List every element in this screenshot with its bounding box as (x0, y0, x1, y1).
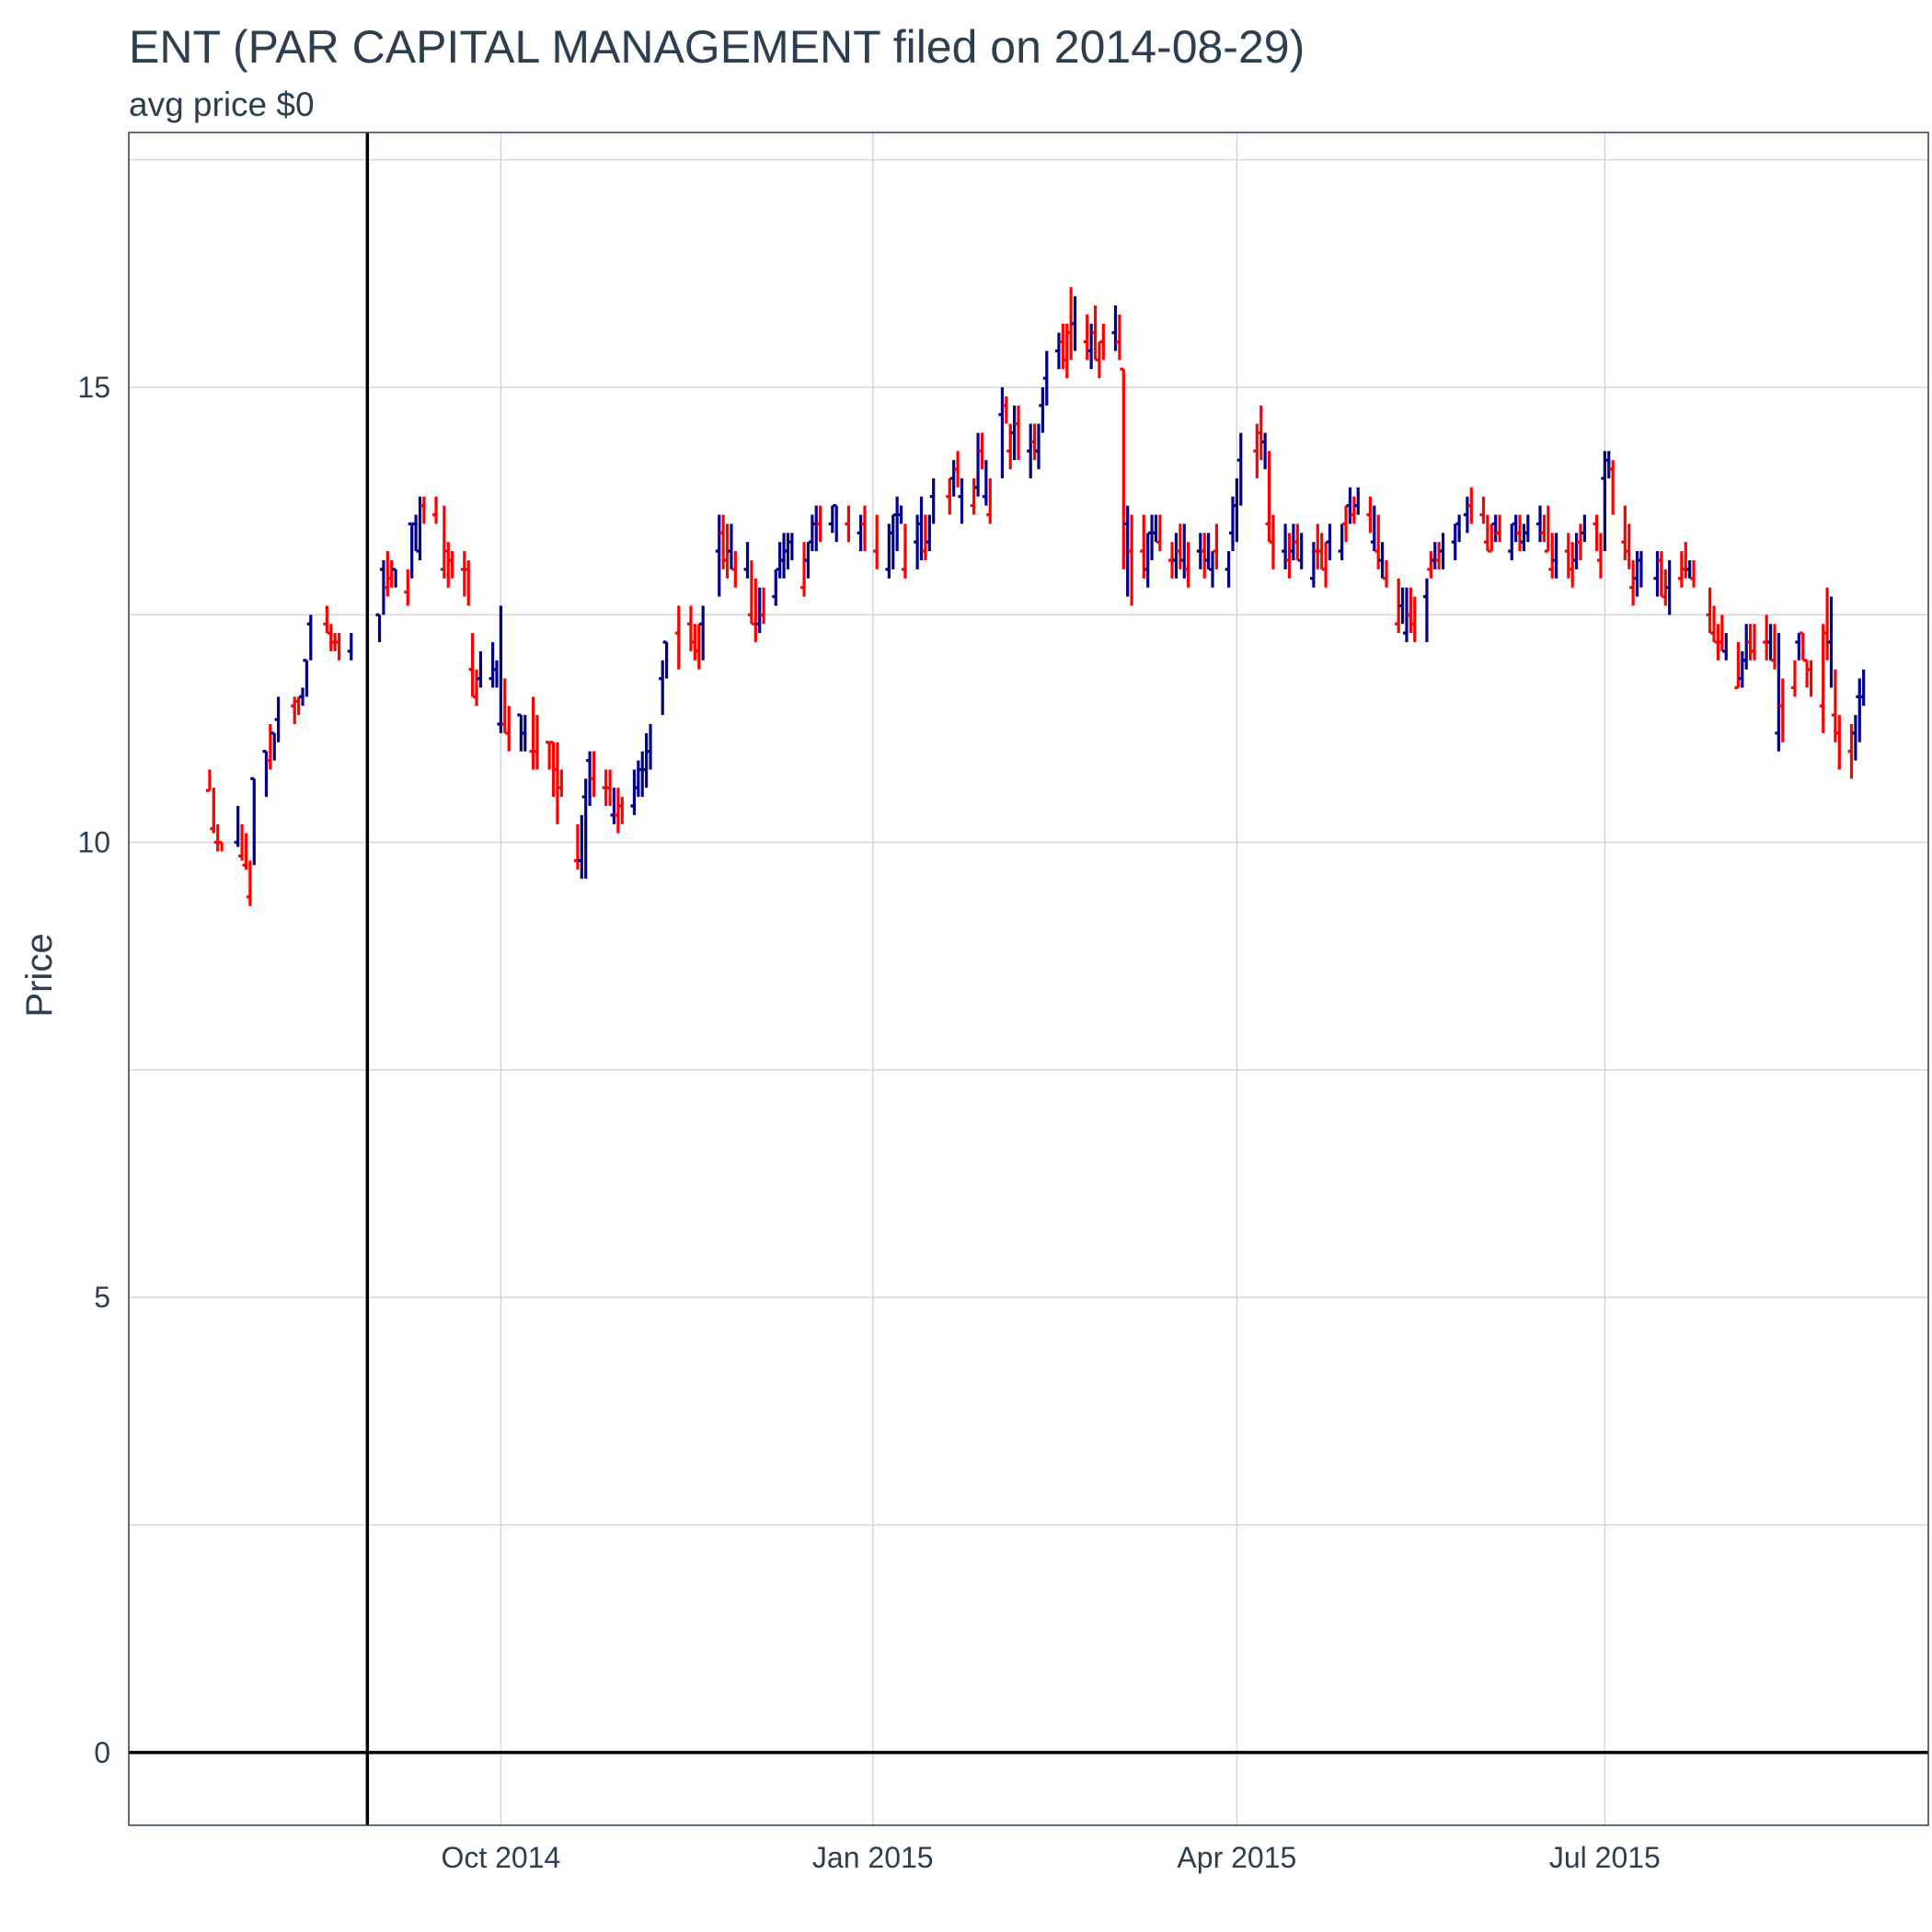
y-axis-label: Price (19, 933, 60, 1017)
y-tick-label: 10 (77, 826, 110, 859)
y-tick-label: 15 (77, 371, 110, 404)
chart-title: ENT (PAR CAPITAL MANAGEMENT filed on 201… (129, 21, 1305, 73)
grid-lines (129, 132, 1928, 1825)
x-tick-label: Oct 2014 (441, 1841, 560, 1874)
x-tick-label: Jul 2015 (1549, 1841, 1661, 1874)
axes: 0 5 10 15 Oct 2014 Jan 2015 Apr 2015 Jul 2015 (77, 371, 1660, 1874)
reference-lines (129, 132, 1928, 1825)
x-tick-label: Jan 2015 (812, 1841, 934, 1874)
plot-frame (128, 132, 1929, 1826)
chart-subtitle: avg price $0 (129, 86, 315, 123)
ohlc-bars (205, 287, 1866, 906)
y-tick-label: 5 (94, 1281, 110, 1314)
x-tick-label: Apr 2015 (1177, 1841, 1296, 1874)
y-tick-label: 0 (94, 1736, 110, 1769)
